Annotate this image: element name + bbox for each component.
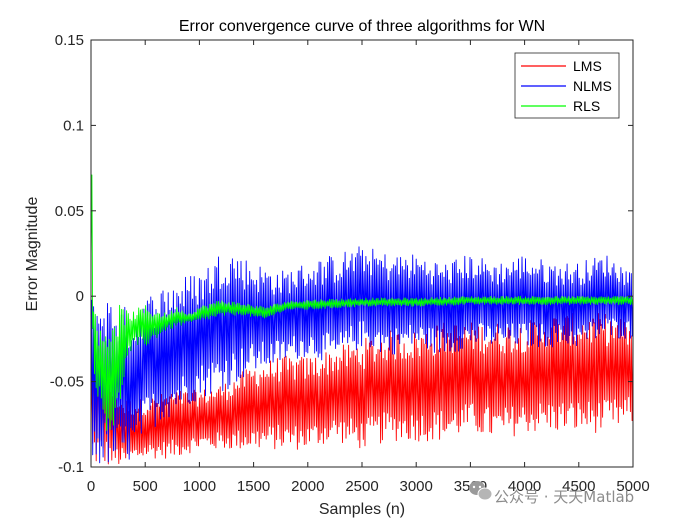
y-axis: -0.1 -0.05 0 0.05 0.1 0.15 xyxy=(50,32,633,476)
watermark-text: 公众号 · 天天Matlab xyxy=(494,488,634,506)
series-nlms-line xyxy=(90,246,634,464)
wechat-icon xyxy=(469,481,493,501)
legend-label-nlms: NLMS xyxy=(573,78,612,94)
y-axis-title: Error Magnitude xyxy=(24,197,41,312)
series-lms-line xyxy=(90,312,634,465)
y-tick-label: 0.1 xyxy=(63,117,84,134)
y-tick-label: 0.05 xyxy=(55,203,84,220)
legend-label-rls: RLS xyxy=(573,98,600,114)
x-tick-label: 4500 xyxy=(562,478,595,495)
x-tick-label: 0 xyxy=(87,478,95,495)
x-tick-label: 1000 xyxy=(183,478,216,495)
x-tick-label: 500 xyxy=(133,478,158,495)
legend: LMS NLMS RLS xyxy=(514,52,620,119)
x-axis: 0500100015002000250030003500400045005000 xyxy=(87,40,650,495)
chart-title: Error convergence curve of three algorit… xyxy=(179,18,545,35)
y-tick-label: -0.1 xyxy=(58,459,84,476)
x-tick-label: 3000 xyxy=(400,478,433,495)
y-tick-label: 0 xyxy=(76,288,84,305)
x-tick-label: 2000 xyxy=(291,478,324,495)
x-tick-label: 5000 xyxy=(616,478,649,495)
legend-label-lms: LMS xyxy=(573,58,602,74)
x-tick-label: 4000 xyxy=(508,478,541,495)
plot-area xyxy=(90,174,634,465)
y-tick-label: -0.05 xyxy=(50,374,84,391)
y-tick-label: 0.15 xyxy=(55,32,84,49)
x-tick-label: 1500 xyxy=(237,478,270,495)
series-rls-line xyxy=(90,174,634,431)
watermark: 公众号 · 天天Matlab xyxy=(469,481,634,506)
x-tick-label: 2500 xyxy=(345,478,378,495)
x-axis-title: Samples (n) xyxy=(319,501,405,518)
